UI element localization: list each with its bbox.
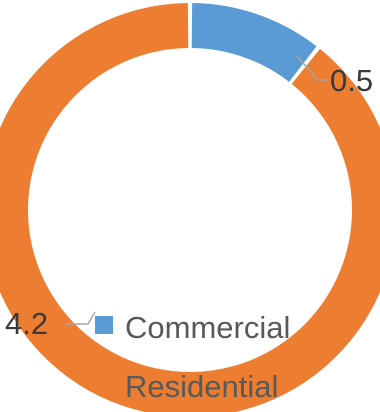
data-label-commercial: 0.5 [330, 63, 373, 98]
slice-commercial [191, 3, 317, 82]
legend-swatch-commercial [95, 316, 113, 334]
data-label-residential: 4.2 [5, 306, 48, 341]
leader-line-commercial [296, 55, 328, 81]
leader-lines-group [66, 55, 328, 325]
legend-label-residential: Residential [125, 369, 278, 404]
data-labels-group: 0.5 4.2 [5, 63, 373, 341]
slices-group [0, 3, 380, 412]
slice-residential [0, 3, 380, 412]
legend-label-commercial: Commercial [125, 310, 290, 345]
legend: Commercial Residential [95, 310, 290, 404]
leader-line-residential [66, 311, 96, 325]
legend-swatch-residential [95, 375, 113, 393]
